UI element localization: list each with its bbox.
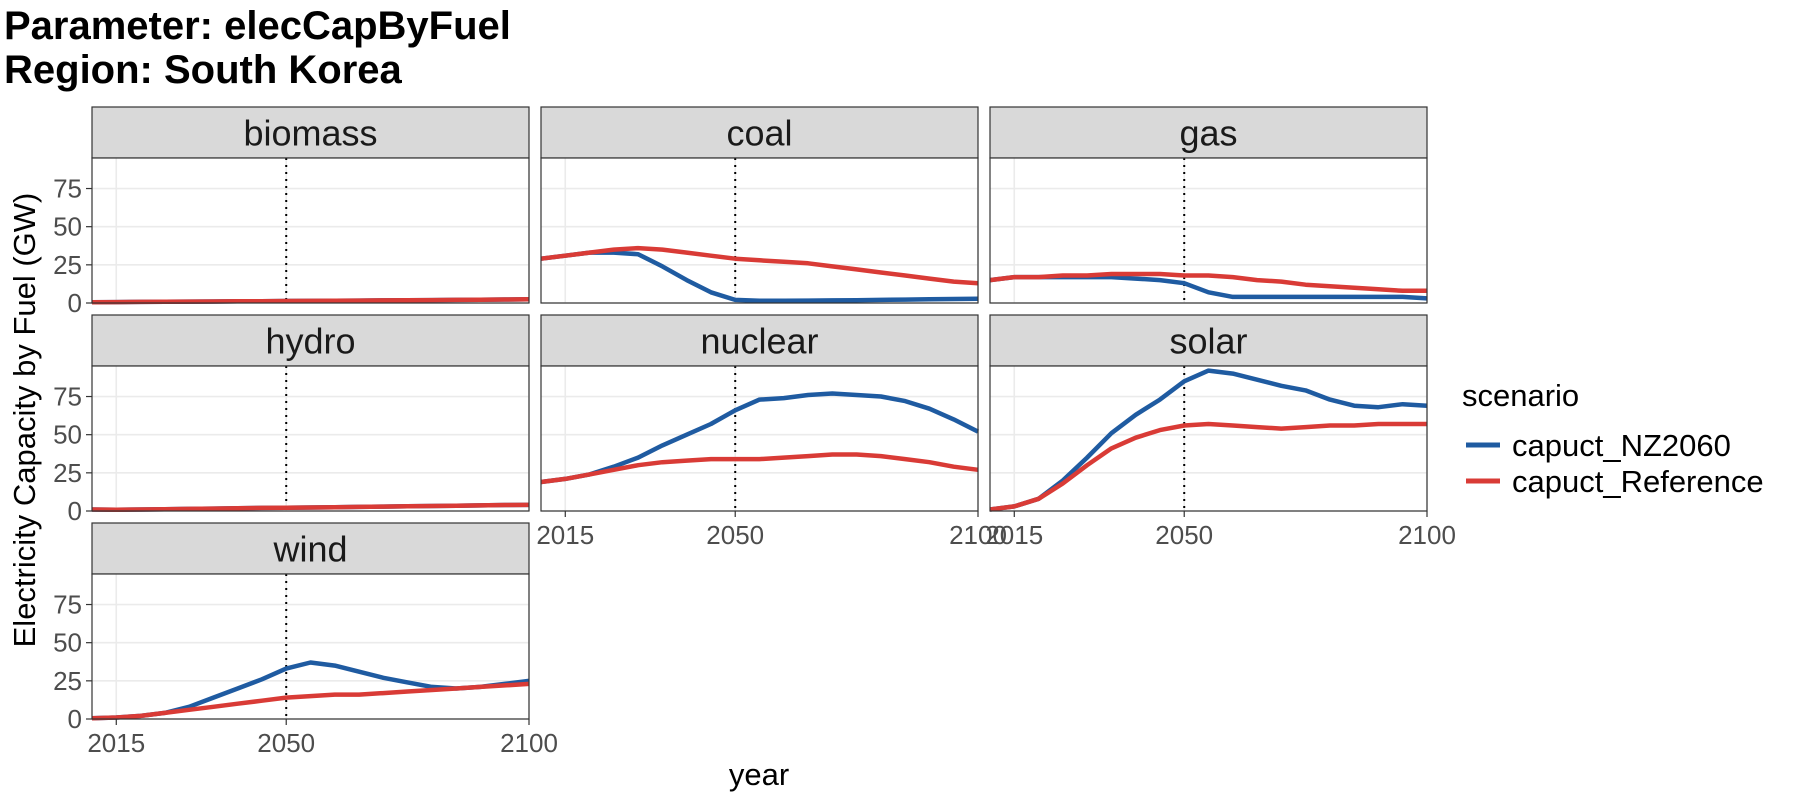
strip-label: coal	[726, 113, 792, 154]
y-tick-label: 75	[53, 590, 82, 620]
strip-label: wind	[272, 529, 347, 570]
strip-hydro	[91, 314, 530, 367]
series-line-capuct_Reference	[989, 271, 1427, 294]
y-tick-label: 0	[68, 496, 82, 526]
y-tick-label: 50	[53, 420, 82, 450]
x-tick-label: 2100	[949, 520, 1007, 550]
series-line-capuct_Reference	[989, 421, 1427, 512]
y-tick-label: 0	[68, 704, 82, 734]
panel-border	[91, 573, 530, 720]
chart-title-line-2: Region: South Korea	[4, 48, 402, 92]
strip-nuclear	[540, 314, 979, 367]
panel-hydro: hydro 0 25 50 75	[53, 314, 530, 526]
strip-label: nuclear	[700, 321, 818, 362]
legend-label-capuct_Reference: capuct_Reference	[1512, 464, 1764, 499]
panel-border	[91, 365, 530, 512]
y-tick-label: 0	[68, 288, 82, 318]
x-tick-label: 2015	[985, 520, 1043, 550]
series-line-capuct_Reference	[91, 296, 530, 305]
plot-background	[541, 158, 978, 303]
plot-background	[92, 366, 529, 511]
strip-label: hydro	[265, 321, 355, 362]
strip-solar	[989, 314, 1428, 367]
y-tick-label: 50	[53, 628, 82, 658]
plot-background	[990, 366, 1427, 511]
x-tick-label: 2015	[87, 728, 145, 758]
y-tick-label: 75	[53, 382, 82, 412]
chart-title-line-1: Parameter: elecCapByFuel	[4, 4, 511, 48]
x-tick-label: 2050	[706, 520, 764, 550]
panel-border	[989, 365, 1428, 512]
y-tick-label: 25	[53, 458, 82, 488]
panel-gas: gas	[989, 106, 1428, 304]
plot-background	[990, 158, 1427, 303]
x-tick-label: 2100	[500, 728, 558, 758]
strip-label: biomass	[243, 113, 377, 154]
legend-title: scenario	[1462, 378, 1579, 413]
panel-border	[540, 157, 979, 304]
y-axis-title: Electricity Capacity by Fuel (GW)	[7, 193, 42, 648]
panel-solar: solar 2015 2050 2100	[985, 314, 1456, 550]
panel-border	[91, 157, 530, 304]
series-line-capuct_NZ2060	[540, 391, 980, 485]
strip-gas	[989, 106, 1428, 159]
x-tick-label: 2100	[1398, 520, 1456, 550]
x-tick-label: 2015	[536, 520, 594, 550]
plot-background	[541, 366, 978, 511]
plot-background	[92, 158, 529, 303]
series-line-capuct_Reference	[91, 502, 530, 513]
x-tick-label: 2050	[1155, 520, 1213, 550]
panel-wind: wind 0 25 50 75 2015 2050 2100	[53, 522, 558, 758]
y-tick-label: 75	[53, 174, 82, 204]
panel-border	[540, 365, 979, 512]
x-axis-title: year	[729, 757, 789, 792]
series-line-capuct_Reference	[540, 245, 979, 286]
y-tick-label: 25	[53, 250, 82, 280]
series-line-capuct_NZ2060	[540, 250, 979, 303]
strip-label: solar	[1169, 321, 1247, 362]
strip-coal	[540, 106, 979, 159]
panel-coal: coal	[540, 106, 979, 304]
strip-label: gas	[1179, 113, 1237, 154]
legend-label-capuct_NZ2060: capuct_NZ2060	[1512, 428, 1731, 463]
y-tick-label: 50	[53, 212, 82, 242]
x-tick-label: 2050	[257, 728, 315, 758]
panel-border	[989, 157, 1428, 304]
panel-biomass: biomass 0 25 50 75	[53, 106, 530, 318]
series-line-capuct_Reference	[540, 452, 979, 485]
panel-nuclear: nuclear 2015 2050 2100	[536, 314, 1007, 550]
series-line-capuct_NZ2060	[989, 368, 1428, 512]
y-tick-label: 25	[53, 666, 82, 696]
series-line-capuct_Reference	[91, 681, 530, 721]
